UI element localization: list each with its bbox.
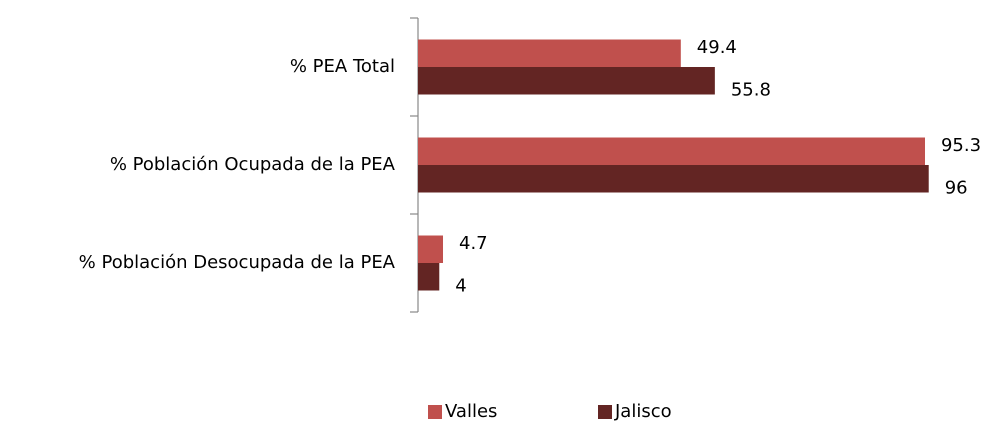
bar: [418, 67, 715, 95]
data-label: 49.4: [697, 37, 737, 58]
bar: [418, 165, 929, 193]
bar: [418, 263, 440, 291]
legend-label: Valles: [445, 401, 497, 422]
y-tick-label: % PEA Total: [290, 56, 395, 77]
bar: [418, 39, 681, 67]
y-tick-label: % Población Desocupada de la PEA: [79, 252, 396, 273]
data-label: 95.3: [941, 135, 981, 156]
legend-swatch: [428, 405, 442, 419]
legend-label: Jalisco: [614, 401, 672, 422]
data-label: 4: [455, 275, 466, 296]
legend-swatch: [598, 405, 612, 419]
data-label: 55.8: [731, 79, 771, 100]
data-label: 4.7: [459, 233, 488, 254]
bar: [418, 235, 444, 263]
y-tick-label: % Población Ocupada de la PEA: [110, 154, 396, 175]
data-label: 96: [945, 177, 968, 198]
bar: [418, 137, 925, 165]
